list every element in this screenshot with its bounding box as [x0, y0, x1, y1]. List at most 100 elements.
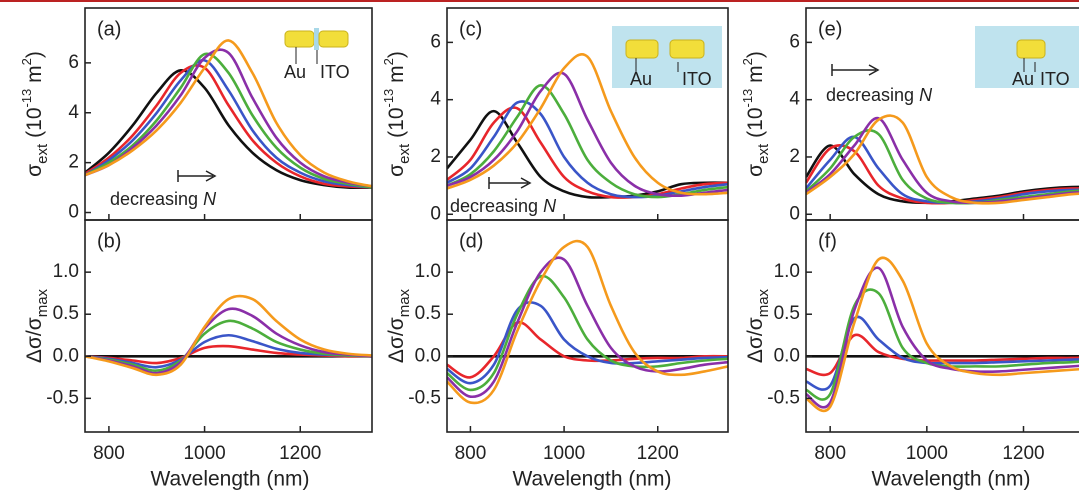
series-line [806, 256, 1079, 413]
series-line [85, 39, 372, 188]
x-tick-label: 800 [814, 443, 846, 464]
au-pad [284, 30, 315, 48]
series-line [806, 129, 1079, 205]
y-axis-label: Δσ/σmax [744, 288, 773, 363]
y-axis-label-part: m [385, 65, 408, 88]
inset-e: Au ITO decreasing N [826, 26, 1079, 105]
panel-label: (b) [97, 230, 121, 252]
annotation: decreasing N [450, 196, 557, 216]
panel-label: (f) [818, 230, 837, 252]
series-line [806, 114, 1079, 205]
y-tick-label: 0.0 [53, 345, 79, 366]
annotation: Au [630, 69, 652, 89]
series-line [447, 84, 728, 199]
series-line [447, 52, 728, 196]
y-axis-label-part: ext [396, 143, 413, 164]
au-pad [669, 39, 705, 59]
annotation: decreasing N [110, 189, 217, 209]
y-axis-label-part: 2 [19, 58, 34, 65]
y-axis-label-part: -13 [381, 89, 396, 108]
panel: -0.5 0.0 0.5 1.0 800 1000 1200 Wavelength (nm) (… [385, 219, 729, 491]
y-axis-label: σext (10-13 m2) [381, 51, 414, 177]
y-tick-label: 6 [430, 31, 441, 52]
series-line [447, 256, 728, 399]
y-axis-label-part: σ [23, 164, 46, 177]
arrow [520, 177, 532, 189]
x-tick-label: 1200 [1002, 443, 1044, 464]
y-tick-label: 4 [789, 89, 800, 110]
series-line [447, 301, 728, 385]
inset-a: Au ITO decreasing N [110, 28, 350, 209]
y-axis-label-part: σ [385, 164, 408, 177]
series-line [447, 71, 728, 198]
au-pad [318, 30, 349, 48]
y-axis-label: σext (10-13 m2) [19, 51, 52, 177]
series-line [447, 106, 728, 199]
y-tick-label: -0.5 [408, 387, 441, 408]
y-axis-label-part: σ [744, 164, 767, 177]
x-axis-label: Wavelength (nm) [871, 468, 1030, 491]
annotation-text: decreasing [826, 85, 914, 105]
annotation-text: decreasing [450, 196, 538, 216]
ito-gap [314, 28, 319, 50]
y-axis-label-part: ext [755, 143, 772, 164]
y-tick-label: 6 [68, 52, 79, 73]
y-axis-label-part: ) [744, 51, 767, 58]
y-axis-label: Δσ/σmax [23, 288, 52, 363]
panel-label: (d) [459, 230, 483, 252]
x-tick-label: 1000 [543, 443, 585, 464]
y-axis-label-part: -13 [740, 89, 755, 108]
series-line [447, 239, 728, 405]
panel-label: (e) [818, 18, 842, 40]
y-tick-label: -0.5 [767, 387, 800, 408]
x-tick-label: 1000 [906, 443, 948, 464]
series-line [85, 307, 372, 375]
y-tick-label: -0.5 [46, 387, 79, 408]
y-tick-label: 0.0 [415, 345, 441, 366]
series-line [806, 266, 1079, 409]
annotation: ITO [1040, 69, 1070, 89]
y-axis-label-part: Δσ/σ [744, 317, 767, 363]
x-tick-label: 1200 [279, 443, 321, 464]
series-line [85, 59, 372, 189]
y-tick-label: 0.5 [415, 303, 441, 324]
series-line [85, 319, 372, 372]
x-tick-label: 800 [93, 443, 125, 464]
y-tick-label: 0 [68, 202, 79, 223]
y-axis-label-part: ext [34, 143, 51, 164]
x-tick-label: 1000 [183, 443, 225, 464]
y-axis-label-part: (10 [23, 108, 46, 138]
y-tick-label: 0 [789, 203, 800, 224]
y-tick-label: 2 [68, 152, 79, 173]
series-line [806, 116, 1079, 205]
annotation: ITO [682, 69, 712, 89]
series-line [85, 69, 372, 190]
y-axis-label-part: (10 [385, 108, 408, 138]
panel-label: (c) [459, 18, 482, 40]
y-axis-label-part: m [23, 65, 46, 88]
series-line [85, 64, 372, 189]
y-axis-label-part: -13 [19, 89, 34, 108]
y-axis-label-part: (10 [744, 108, 767, 138]
series-line [447, 321, 728, 379]
series-line [85, 52, 372, 189]
y-tick-label: 2 [789, 146, 800, 167]
x-tick-label: 800 [455, 443, 487, 464]
plot-frame [446, 219, 729, 433]
plot-frame [84, 219, 373, 433]
y-tick-label: 4 [430, 89, 441, 110]
au-pad [625, 39, 659, 59]
annotation-text: decreasing [110, 189, 198, 209]
series-line [447, 109, 728, 199]
y-axis-label-part: m [744, 65, 767, 88]
x-tick-label: 1200 [637, 443, 679, 464]
y-axis-label-part: 2 [381, 58, 396, 65]
y-tick-label: 1.0 [53, 261, 79, 282]
x-axis-label: Wavelength (nm) [512, 468, 671, 491]
arrow [868, 64, 880, 76]
annotation: Au [1012, 69, 1034, 89]
